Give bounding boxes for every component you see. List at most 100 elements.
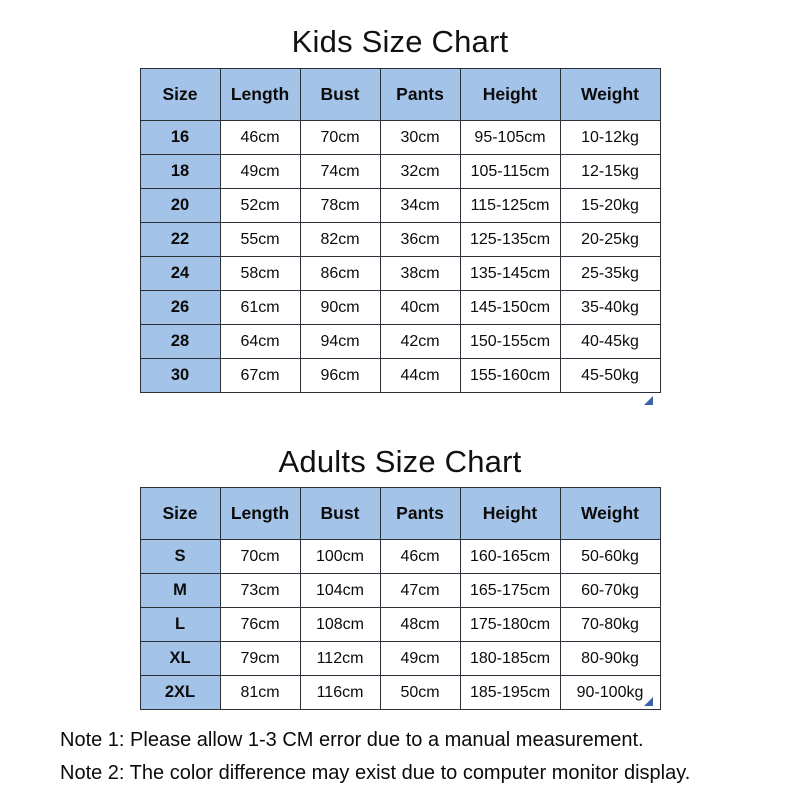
cell-size: 16 <box>139 120 221 155</box>
cell-bust: 86cm <box>299 256 381 291</box>
table-row: 28 64cm 94cm 42cm 150-155cm 40-45kg <box>139 324 661 359</box>
cell-weight: 10-12kg <box>559 120 661 155</box>
adults-header-row: Size Length Bust Pants Height Weight <box>139 487 661 540</box>
adults-col-header-length: Length <box>219 487 301 540</box>
cell-height: 165-175cm <box>459 573 561 608</box>
cell-size: 24 <box>139 256 221 291</box>
cell-bust: 104cm <box>299 573 381 608</box>
kids-size-table: Size Length Bust Pants Height Weight 16 … <box>139 68 661 393</box>
table-row: 24 58cm 86cm 38cm 135-145cm 25-35kg <box>139 256 661 291</box>
cell-size: S <box>139 539 221 574</box>
table-row: 26 61cm 90cm 40cm 145-150cm 35-40kg <box>139 290 661 325</box>
cell-weight: 15-20kg <box>559 188 661 223</box>
note-2: Note 2: The color difference may exist d… <box>60 762 691 784</box>
cell-bust: 82cm <box>299 222 381 257</box>
cell-pants: 50cm <box>379 675 461 710</box>
table-row: 2XL 81cm 116cm 50cm 185-195cm 90-100kg <box>139 675 661 710</box>
kids-col-header-height: Height <box>459 68 561 121</box>
cell-height: 160-165cm <box>459 539 561 574</box>
table-row: S 70cm 100cm 46cm 160-165cm 50-60kg <box>139 539 661 574</box>
adults-table-head: Size Length Bust Pants Height Weight <box>139 487 661 540</box>
cell-height: 115-125cm <box>459 188 561 223</box>
cell-height: 180-185cm <box>459 641 561 676</box>
adults-col-header-pants: Pants <box>379 487 461 540</box>
cell-height: 125-135cm <box>459 222 561 257</box>
cell-size: 26 <box>139 290 221 325</box>
cell-bust: 112cm <box>299 641 381 676</box>
table-row: 30 67cm 96cm 44cm 155-160cm 45-50kg <box>139 358 661 393</box>
cell-pants: 34cm <box>379 188 461 223</box>
cell-bust: 78cm <box>299 188 381 223</box>
cell-pants: 40cm <box>379 290 461 325</box>
cell-pants: 47cm <box>379 573 461 608</box>
cell-pants: 38cm <box>379 256 461 291</box>
cell-size: L <box>139 607 221 642</box>
cell-bust: 70cm <box>299 120 381 155</box>
kids-col-header-bust: Bust <box>299 68 381 121</box>
cell-weight: 80-90kg <box>559 641 661 676</box>
cell-weight: 60-70kg <box>559 573 661 608</box>
cell-length: 61cm <box>219 290 301 325</box>
cell-length: 79cm <box>219 641 301 676</box>
cell-pants: 44cm <box>379 358 461 393</box>
cell-length: 46cm <box>219 120 301 155</box>
cell-weight: 70-80kg <box>559 607 661 642</box>
cell-pants: 30cm <box>379 120 461 155</box>
cell-size: XL <box>139 641 221 676</box>
cell-weight: 35-40kg <box>559 290 661 325</box>
adults-size-table: Size Length Bust Pants Height Weight S 7… <box>139 487 661 710</box>
cell-size: 28 <box>139 324 221 359</box>
kids-table-corner-mark <box>644 396 653 405</box>
table-row: M 73cm 104cm 47cm 165-175cm 60-70kg <box>139 573 661 608</box>
cell-length: 67cm <box>219 358 301 393</box>
cell-weight: 50-60kg <box>559 539 661 574</box>
adults-col-header-height: Height <box>459 487 561 540</box>
cell-weight: 90-100kg <box>559 675 661 710</box>
adults-col-header-weight: Weight <box>559 487 661 540</box>
adults-col-header-size: Size <box>139 487 221 540</box>
kids-col-header-size: Size <box>139 68 221 121</box>
cell-height: 185-195cm <box>459 675 561 710</box>
cell-size: M <box>139 573 221 608</box>
cell-pants: 42cm <box>379 324 461 359</box>
cell-height: 175-180cm <box>459 607 561 642</box>
cell-height: 105-115cm <box>459 154 561 189</box>
cell-weight: 20-25kg <box>559 222 661 257</box>
kids-col-header-pants: Pants <box>379 68 461 121</box>
adults-col-header-bust: Bust <box>299 487 381 540</box>
adults-chart-title: Adults Size Chart <box>278 444 522 479</box>
cell-weight: 45-50kg <box>559 358 661 393</box>
cell-weight: 40-45kg <box>559 324 661 359</box>
cell-height: 135-145cm <box>459 256 561 291</box>
kids-chart-title: Kids Size Chart <box>291 24 509 59</box>
cell-height: 150-155cm <box>459 324 561 359</box>
cell-size: 30 <box>139 358 221 393</box>
cell-bust: 108cm <box>299 607 381 642</box>
kids-header-row: Size Length Bust Pants Height Weight <box>139 68 661 121</box>
cell-pants: 49cm <box>379 641 461 676</box>
cell-length: 76cm <box>219 607 301 642</box>
kids-col-header-weight: Weight <box>559 68 661 121</box>
cell-size: 2XL <box>139 675 221 710</box>
cell-bust: 90cm <box>299 290 381 325</box>
cell-size: 18 <box>139 154 221 189</box>
kids-col-header-length: Length <box>219 68 301 121</box>
notes-section: Note 1: Please allow 1-3 CM error due to… <box>60 724 760 790</box>
table-row: 18 49cm 74cm 32cm 105-115cm 12-15kg <box>139 154 661 189</box>
adults-size-table-container: Size Length Bust Pants Height Weight S 7… <box>0 487 800 710</box>
cell-length: 52cm <box>219 188 301 223</box>
cell-bust: 116cm <box>299 675 381 710</box>
kids-table-body: 16 46cm 70cm 30cm 95-105cm 10-12kg 18 49… <box>139 120 661 393</box>
cell-length: 73cm <box>219 573 301 608</box>
table-row: 22 55cm 82cm 36cm 125-135cm 20-25kg <box>139 222 661 257</box>
table-row: 20 52cm 78cm 34cm 115-125cm 15-20kg <box>139 188 661 223</box>
cell-height: 155-160cm <box>459 358 561 393</box>
cell-length: 49cm <box>219 154 301 189</box>
cell-pants: 46cm <box>379 539 461 574</box>
cell-bust: 94cm <box>299 324 381 359</box>
cell-height: 145-150cm <box>459 290 561 325</box>
cell-length: 58cm <box>219 256 301 291</box>
cell-bust: 96cm <box>299 358 381 393</box>
cell-weight: 12-15kg <box>559 154 661 189</box>
